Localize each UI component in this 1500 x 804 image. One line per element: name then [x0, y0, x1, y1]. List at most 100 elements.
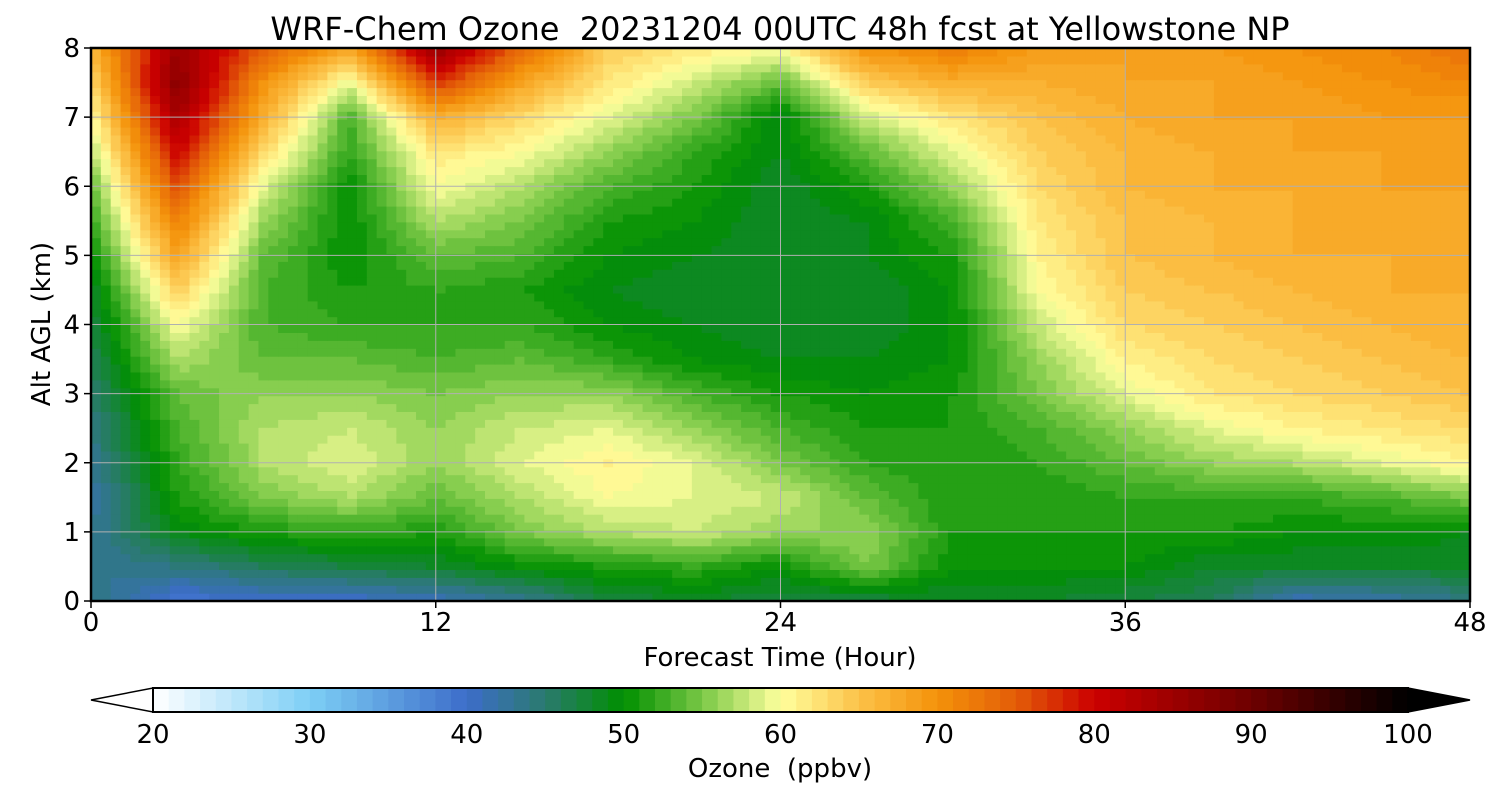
- contour-cell: [248, 529, 260, 539]
- contour-cell: [1184, 482, 1195, 491]
- contour-cell: [445, 466, 457, 476]
- contour-cell: [1007, 506, 1018, 515]
- contour-cell: [1440, 387, 1451, 397]
- contour-cell: [750, 474, 762, 484]
- contour-cell: [770, 403, 782, 412]
- contour-cell: [1420, 569, 1432, 578]
- contour-cell: [987, 498, 998, 507]
- contour-cell: [849, 466, 860, 476]
- contour-cell: [1233, 482, 1245, 491]
- contour-cell: [1007, 569, 1018, 578]
- contour-cell: [1292, 506, 1304, 515]
- contour-cell: [928, 506, 939, 515]
- contour-cell: [563, 387, 575, 397]
- contour-cell: [1046, 506, 1057, 515]
- contour-cell: [1282, 569, 1294, 578]
- contour-cell: [1401, 569, 1412, 578]
- contour-cell: [672, 411, 683, 420]
- contour-cell: [396, 356, 407, 365]
- contour-cell: [386, 387, 397, 397]
- contour-cell: [534, 450, 545, 460]
- contour-cell: [770, 593, 782, 601]
- contour-cell: [140, 466, 151, 476]
- contour-cell: [288, 403, 299, 412]
- contour-cell: [347, 419, 358, 428]
- contour-cell: [297, 387, 309, 397]
- contour-cell: [416, 316, 427, 326]
- contour-cell: [110, 387, 122, 397]
- contour-cell: [938, 537, 949, 547]
- contour-cell: [1322, 561, 1333, 570]
- contour-cell: [780, 514, 791, 523]
- contour-cell: [1046, 514, 1057, 523]
- contour-cell: [1056, 593, 1067, 601]
- contour-cell: [632, 371, 644, 381]
- contour-cell: [780, 585, 791, 594]
- contour-cell: [859, 593, 870, 601]
- contour-cell: [1312, 537, 1323, 547]
- contour-cell: [750, 577, 762, 586]
- contour-cell: [819, 435, 831, 444]
- contour-cell: [701, 427, 713, 436]
- contour-cell: [376, 435, 388, 444]
- contour-cell: [1263, 466, 1274, 476]
- contour-cell: [662, 529, 673, 539]
- contour-cell: [435, 537, 447, 547]
- contour-cell: [386, 593, 397, 601]
- contour-cell: [613, 356, 624, 365]
- contour-cell: [1223, 522, 1235, 531]
- contour-cell: [869, 419, 880, 428]
- contour-cell: [1282, 593, 1294, 601]
- contour-cell: [228, 529, 240, 539]
- contour-cell: [721, 498, 732, 507]
- contour-cell: [248, 379, 260, 389]
- contour-cell: [967, 443, 979, 452]
- contour-cell: [159, 522, 171, 531]
- contour-cell: [1095, 419, 1107, 428]
- contour-cell: [386, 553, 397, 563]
- contour-cell: [711, 577, 722, 586]
- contour-cell: [1341, 537, 1353, 547]
- contour-cell: [435, 450, 447, 460]
- contour-cell: [524, 514, 535, 523]
- contour-cell: [435, 585, 447, 594]
- contour-cell: [1233, 443, 1245, 452]
- contour-cell: [997, 585, 1008, 594]
- contour-cell: [967, 490, 979, 499]
- contour-cell: [682, 545, 693, 555]
- contour-cell: [396, 498, 407, 507]
- contour-cell: [859, 522, 870, 531]
- contour-cell: [1361, 427, 1373, 436]
- contour-cell: [947, 371, 959, 381]
- contour-cell: [120, 387, 131, 397]
- contour-cell: [1460, 537, 1470, 547]
- contour-cell: [1450, 435, 1461, 444]
- contour-cell: [307, 561, 319, 570]
- contour-cell: [1213, 537, 1225, 547]
- contour-cell: [396, 348, 407, 357]
- contour-cell: [1125, 545, 1136, 555]
- contour-cell: [435, 561, 447, 570]
- contour-cell: [1381, 490, 1392, 499]
- contour-cell: [888, 537, 900, 547]
- contour-cell: [1420, 514, 1432, 523]
- contour-cell: [494, 537, 506, 547]
- contour-cell: [691, 324, 703, 333]
- contour-cell: [189, 593, 200, 601]
- contour-cell: [1361, 553, 1373, 563]
- contour-cell: [1410, 340, 1422, 349]
- contour-cell: [288, 474, 299, 484]
- contour-cell: [465, 466, 476, 476]
- contour-cell: [957, 395, 969, 405]
- contour-cell: [159, 348, 171, 357]
- contour-cell: [1450, 379, 1461, 389]
- contour-cell: [494, 443, 506, 452]
- contour-cell: [1243, 324, 1254, 333]
- contour-cell: [750, 411, 762, 420]
- contour-cell: [356, 529, 368, 539]
- contour-cell: [908, 482, 919, 491]
- contour-cell: [603, 395, 614, 405]
- contour-cell: [622, 379, 634, 389]
- contour-cell: [770, 379, 782, 389]
- contour-cell: [209, 561, 220, 570]
